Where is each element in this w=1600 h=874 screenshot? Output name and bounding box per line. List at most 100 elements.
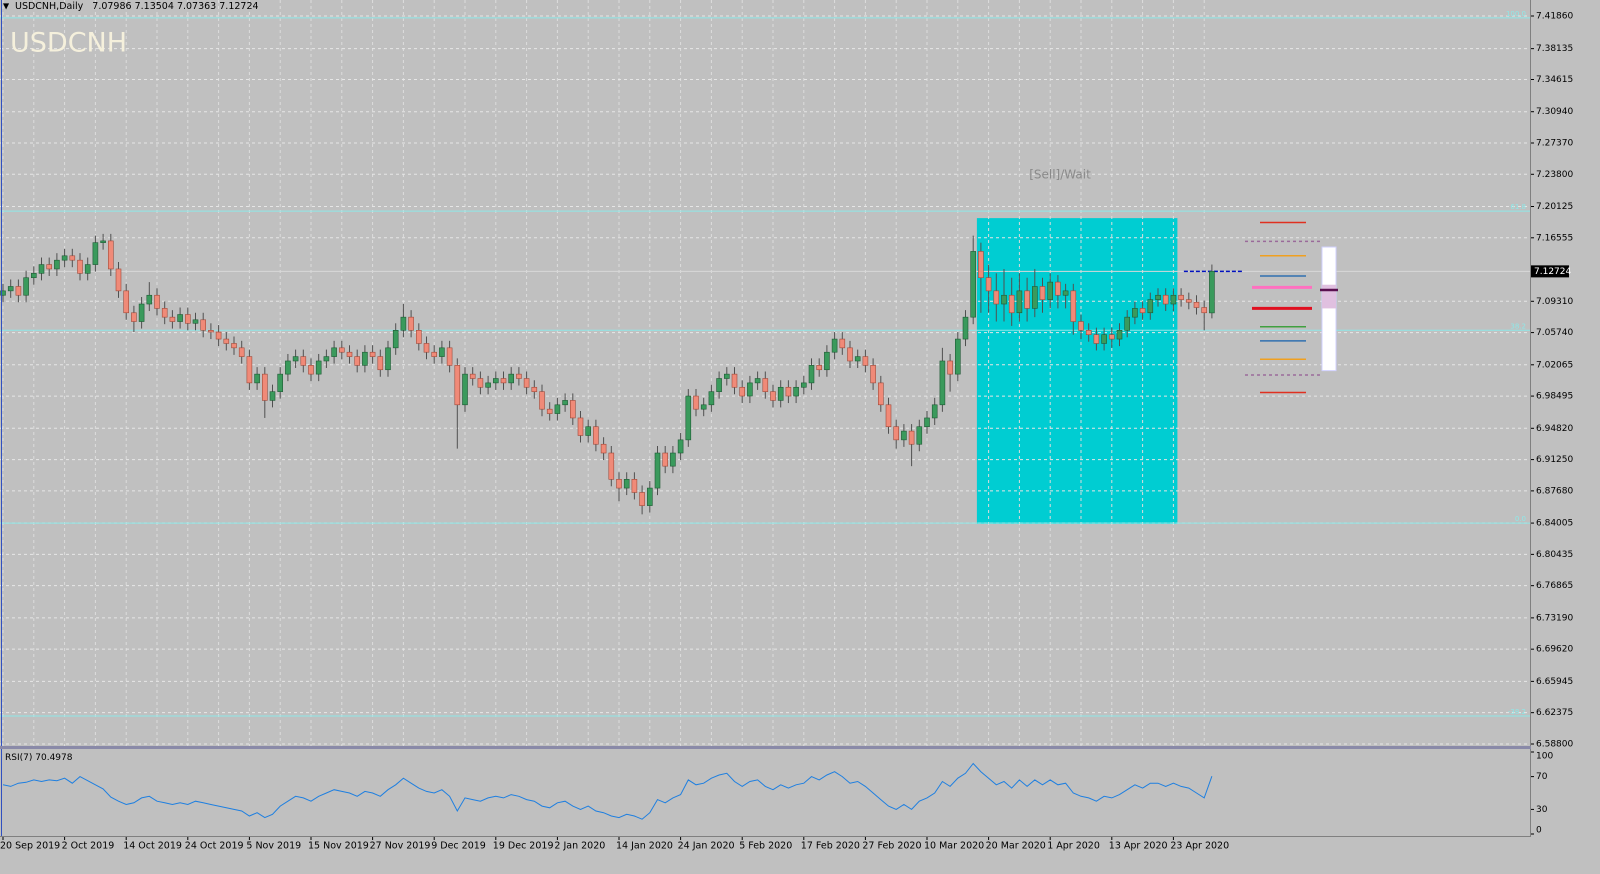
candle-body [723, 373, 730, 379]
candle-body [7, 286, 14, 292]
candle-body [562, 400, 568, 406]
panel-separator [0, 746, 1531, 749]
candle-body [485, 382, 491, 388]
candle-body [593, 426, 599, 445]
header-close: 7.12724 [219, 1, 258, 12]
candle-body [400, 316, 407, 331]
candle-body [354, 356, 361, 366]
header-low: 7.07363 [177, 1, 216, 12]
header-high: 7.13504 [135, 1, 174, 12]
candle-body [654, 452, 661, 489]
candle-body [492, 378, 499, 384]
candle-body [1070, 290, 1077, 322]
candle-body [1055, 281, 1061, 296]
candle-body [38, 264, 45, 274]
candle-body [61, 255, 68, 261]
candle-body [1008, 294, 1015, 314]
candle-body [816, 365, 823, 371]
candle-body [978, 251, 984, 279]
fib-label: 0.0 [1515, 515, 1526, 523]
candle-body [54, 259, 60, 270]
candle-body [577, 417, 584, 436]
candle-body [392, 330, 399, 349]
candle-body [1039, 286, 1046, 300]
x-tick-label: 13 Apr 2020 [1109, 841, 1168, 852]
rsi-line [2, 762, 1213, 820]
y-tick-label: 6.98495 [1536, 392, 1573, 402]
signal-zone [976, 218, 1178, 525]
y-tick-label: 6.76865 [1536, 581, 1573, 591]
symbol-watermark: USDCNH [10, 28, 127, 59]
candle-body [646, 487, 653, 506]
y-tick-label: 7.30940 [1536, 107, 1573, 117]
candle-body [469, 373, 476, 379]
x-tick-label: 2 Oct 2019 [62, 841, 115, 852]
x-tick-label: 5 Feb 2020 [739, 841, 792, 852]
x-tick-label: 19 Dec 2019 [493, 841, 554, 852]
candle-body [0, 290, 6, 296]
candle-body [138, 303, 145, 322]
candle-body [954, 338, 961, 375]
candle-body [1124, 316, 1130, 331]
candle-body [1147, 299, 1154, 314]
candle-body [1132, 308, 1138, 318]
candle-body [916, 426, 923, 445]
x-tick-label: 15 Nov 2019 [308, 841, 369, 852]
y-tick-label: 7.20125 [1536, 202, 1573, 212]
candle-body [569, 400, 576, 419]
fib-label: -38.2 [1508, 708, 1526, 716]
current-price-label: 7.12724 [1534, 267, 1571, 277]
candle-body [77, 259, 83, 274]
x-tick-label: 27 Nov 2019 [370, 841, 431, 852]
menu-arrow: ▼ [3, 2, 10, 11]
candle-body [1193, 301, 1200, 308]
candle-body [939, 360, 946, 406]
candle-body [208, 330, 214, 333]
rsi-name: RSI(7) [5, 753, 32, 763]
candle-body [747, 382, 753, 397]
y-tick-label: 6.58800 [1536, 740, 1573, 750]
candle-body [185, 314, 191, 324]
candle-body [516, 373, 522, 379]
candle-body [46, 264, 53, 270]
candle-body [670, 452, 676, 467]
candle-body [1024, 290, 1030, 309]
candle-body [84, 264, 91, 274]
candle-body [754, 378, 761, 384]
x-tick-label: 20 Sep 2019 [0, 841, 60, 852]
candle-body [369, 351, 376, 357]
candle-body [192, 319, 199, 324]
fib-label: 61.8 [1510, 203, 1526, 211]
candle-body [1001, 294, 1007, 305]
candle-body [215, 331, 222, 340]
candle-body [785, 386, 792, 397]
candle-body [439, 347, 445, 357]
candle-body [901, 430, 907, 441]
candle-body [269, 391, 276, 401]
candle-body [546, 408, 553, 414]
candle-body [793, 386, 799, 397]
candle-body [200, 319, 206, 331]
candle-body [847, 347, 853, 362]
y-tick-label: 7.09310 [1536, 297, 1573, 307]
signal-text: [Sell]/Wait [1029, 168, 1091, 182]
y-tick-label: 7.34615 [1536, 75, 1573, 85]
x-tick-label: 24 Jan 2020 [678, 841, 735, 852]
candle-body [1016, 290, 1023, 314]
candle-body [985, 277, 992, 292]
candle-body [1209, 271, 1215, 314]
y-tick-label: 7.23800 [1536, 170, 1573, 180]
candle-body [285, 360, 291, 375]
candle-body [893, 426, 900, 441]
candle-body [523, 378, 530, 388]
candle-body [539, 391, 545, 410]
header-open: 7.07986 [92, 1, 131, 12]
candle-body [716, 378, 722, 392]
candle-body [770, 391, 776, 401]
candle-body [600, 443, 607, 454]
candle-body [238, 347, 245, 357]
x-tick-label: 10 Mar 2020 [924, 841, 984, 852]
candle-body [1032, 286, 1038, 309]
candle-body [1201, 307, 1207, 314]
